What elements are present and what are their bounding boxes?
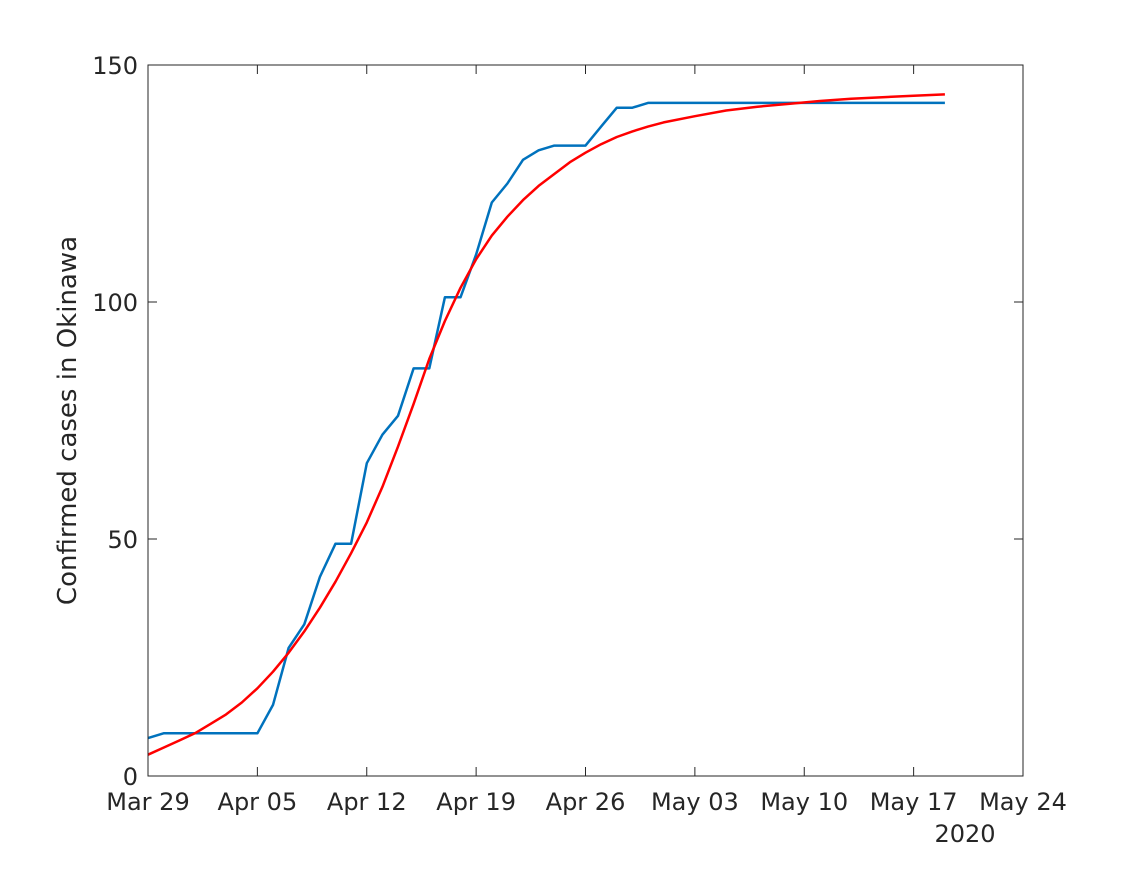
y-tick-label: 50 bbox=[107, 526, 138, 554]
x-tick-label: Apr 26 bbox=[546, 788, 626, 816]
x-tick-label: May 10 bbox=[760, 788, 848, 816]
tick-labels: Mar 29 Apr 05 Apr 12 Apr 19 Apr 26 May 03 May … bbox=[92, 52, 1067, 816]
series-line-fitted-curve bbox=[147, 93, 945, 756]
x-tick-label: Mar 29 bbox=[106, 788, 189, 816]
x-tick-label: May 17 bbox=[870, 788, 958, 816]
x-tick-label: Apr 05 bbox=[218, 788, 298, 816]
x-tick-label: Apr 12 bbox=[327, 788, 407, 816]
series-line-confirmed-cases bbox=[147, 101, 945, 740]
plot-area-frame bbox=[147, 64, 1024, 777]
y-tick-label: 150 bbox=[92, 52, 138, 80]
x-tick-label: May 24 bbox=[979, 788, 1067, 816]
y-tick-label: 0 bbox=[123, 763, 138, 791]
plot-lines bbox=[147, 93, 945, 756]
x-axis-year-label: 2020 bbox=[934, 820, 995, 848]
x-tick-label: May 03 bbox=[651, 788, 739, 816]
y-axis-label: Confirmed cases in Okinawa bbox=[53, 236, 83, 605]
x-tick-label: Apr 19 bbox=[436, 788, 516, 816]
y-tick-label: 100 bbox=[92, 289, 138, 317]
